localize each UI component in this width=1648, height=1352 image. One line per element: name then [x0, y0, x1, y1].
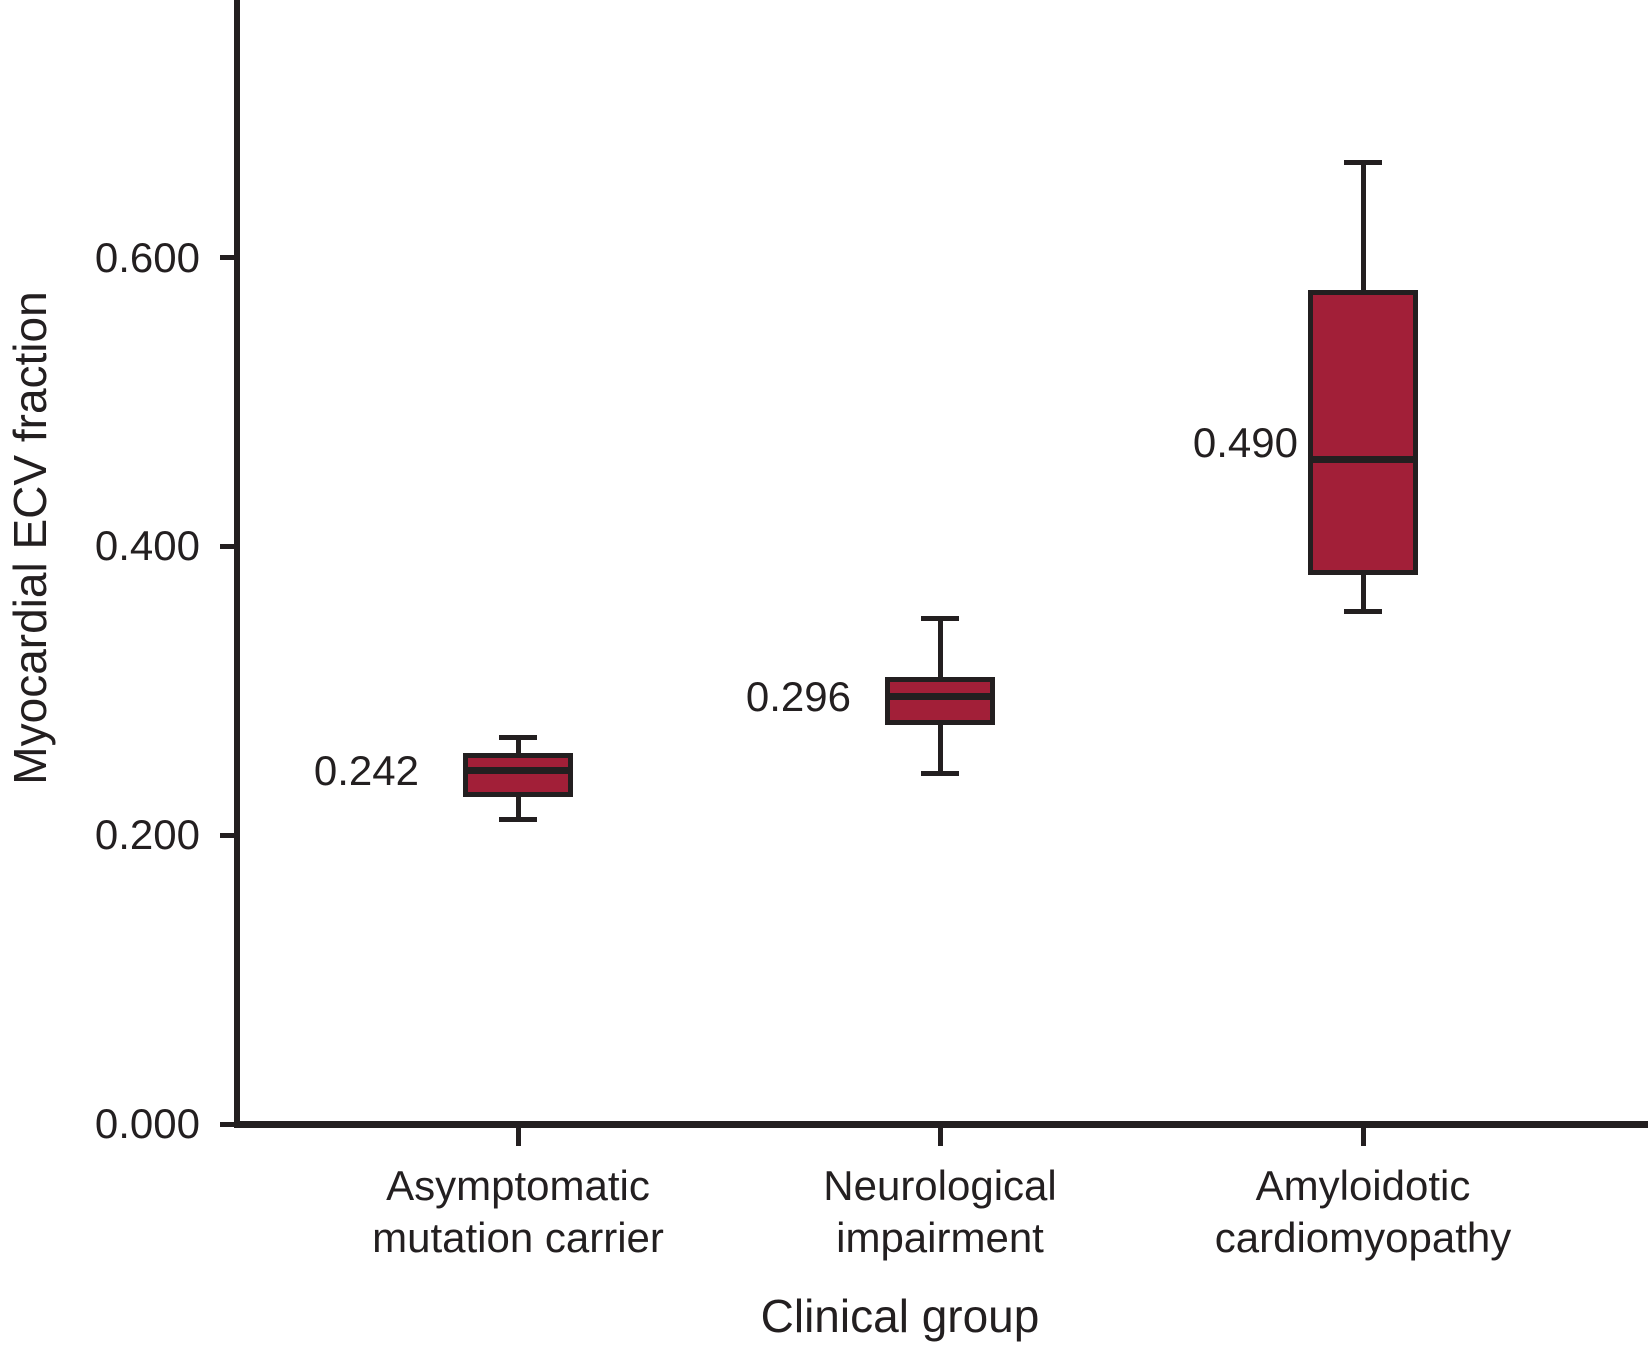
median-line	[467, 767, 569, 775]
whisker-lower	[1360, 572, 1366, 612]
whisker-upper	[1360, 162, 1366, 293]
y-tick-0.600	[220, 255, 235, 261]
whisker-upper	[515, 737, 521, 756]
x-axis-line	[234, 1121, 1648, 1128]
y-tick-label: 0.000	[94, 1100, 200, 1147]
whisker-upper	[937, 618, 943, 680]
y-axis-line	[234, 0, 240, 1128]
x-tick	[1360, 1128, 1366, 1146]
x-tick	[515, 1128, 521, 1146]
median-line	[889, 693, 991, 701]
y-tick-0.000	[220, 1121, 235, 1127]
whisker-cap-lower	[499, 816, 537, 822]
whisker-cap-lower	[1344, 608, 1382, 614]
whisker-cap-upper	[1344, 159, 1382, 165]
median-line	[1312, 456, 1414, 464]
whisker-lower	[937, 722, 943, 774]
x-category-label: Neurological impairment	[823, 1162, 1057, 1261]
whisker-cap-upper	[499, 734, 537, 740]
y-axis-title: Myocardial ECV fraction	[4, 291, 56, 785]
y-tick-label: 0.600	[94, 233, 200, 281]
iqr-box	[885, 676, 995, 726]
y-tick-0.200	[220, 832, 235, 838]
x-axis-title: Clinical group	[760, 1290, 1040, 1342]
y-tick-label: 0.400	[94, 522, 200, 570]
x-tick	[937, 1128, 943, 1146]
iqr-box	[463, 753, 573, 798]
iqr-box	[1308, 289, 1418, 575]
median-value-label: 0.242	[313, 746, 419, 794]
whisker-lower	[515, 794, 521, 820]
median-value-label: 0.490	[1192, 418, 1298, 466]
median-value-label: 0.296	[745, 672, 851, 720]
whisker-cap-upper	[921, 616, 959, 622]
whisker-cap-lower	[921, 770, 959, 776]
y-tick-label: 0.200	[94, 811, 200, 859]
x-category-label: Amyloidotic cardiomyopathy	[1214, 1162, 1512, 1261]
y-tick-0.400	[220, 543, 235, 549]
x-category-label: Asymptomatic mutation carrier	[372, 1162, 664, 1261]
